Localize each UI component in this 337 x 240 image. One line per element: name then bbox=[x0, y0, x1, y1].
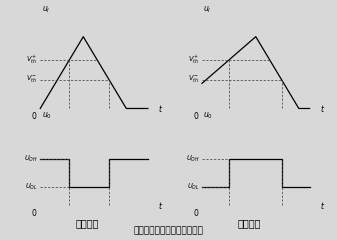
Text: 0: 0 bbox=[193, 112, 198, 121]
Text: 0: 0 bbox=[193, 209, 198, 218]
Text: $V^+_{th}$: $V^+_{th}$ bbox=[188, 53, 200, 66]
Text: $U_{OH}$: $U_{OH}$ bbox=[186, 154, 200, 164]
Text: $t$: $t$ bbox=[158, 103, 163, 114]
Text: 同向传输: 同向传输 bbox=[238, 218, 261, 228]
Text: 0: 0 bbox=[31, 112, 36, 121]
Text: $u_0$: $u_0$ bbox=[203, 111, 213, 121]
Text: $V^+_{th}$: $V^+_{th}$ bbox=[26, 53, 38, 66]
Text: $t$: $t$ bbox=[158, 200, 163, 211]
Text: $u_I$: $u_I$ bbox=[203, 5, 212, 15]
Text: 0: 0 bbox=[31, 209, 36, 218]
Text: $u_I$: $u_I$ bbox=[41, 5, 50, 15]
Text: 反向传输: 反向传输 bbox=[76, 218, 99, 228]
Text: 施密特触发器的输入输出波形: 施密特触发器的输入输出波形 bbox=[133, 226, 204, 235]
Text: $V^-_{th}$: $V^-_{th}$ bbox=[188, 74, 200, 85]
Text: $t$: $t$ bbox=[320, 200, 325, 211]
Text: $t$: $t$ bbox=[320, 103, 325, 114]
Text: $u_0$: $u_0$ bbox=[41, 111, 52, 121]
Text: $U_{OL}$: $U_{OL}$ bbox=[187, 182, 200, 192]
Text: $U_{OH}$: $U_{OH}$ bbox=[24, 154, 38, 164]
Text: $U_{OL}$: $U_{OL}$ bbox=[25, 182, 38, 192]
Text: $V^-_{th}$: $V^-_{th}$ bbox=[26, 74, 38, 85]
